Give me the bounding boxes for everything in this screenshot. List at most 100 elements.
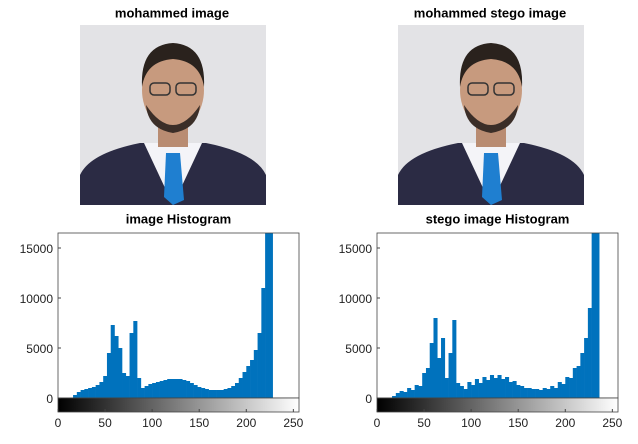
- bar: [152, 383, 157, 398]
- bar: [159, 381, 164, 398]
- bar: [88, 388, 93, 398]
- bar: [265, 233, 270, 398]
- bar: [84, 389, 89, 398]
- bar: [429, 343, 434, 398]
- bar: [501, 379, 506, 398]
- bar: [174, 379, 179, 398]
- bar: [137, 378, 142, 398]
- bar: [452, 320, 457, 398]
- bar: [403, 392, 408, 398]
- bar: [489, 375, 495, 398]
- bar: [505, 377, 510, 398]
- bar: [569, 378, 574, 398]
- plot: [392, 233, 600, 398]
- bar: [422, 373, 427, 398]
- bar: [395, 393, 400, 398]
- bar: [189, 383, 194, 398]
- bar: [73, 395, 78, 398]
- y-tick-label: 0: [46, 392, 53, 406]
- bar: [167, 379, 172, 398]
- bar: [231, 386, 236, 398]
- y-tick-label: 5000: [345, 342, 372, 356]
- bar: [538, 390, 543, 398]
- bar: [580, 353, 585, 398]
- bar: [216, 390, 221, 398]
- bar: [493, 378, 498, 398]
- bar: [576, 366, 581, 398]
- bar: [133, 321, 138, 398]
- bar: [467, 382, 472, 398]
- x-tick-label: 100: [142, 416, 162, 430]
- image-panel: mohammed stego image: [397, 5, 585, 206]
- bar: [418, 386, 423, 398]
- bar: [527, 388, 532, 398]
- chart-title: stego image Histogram: [426, 211, 570, 226]
- bar: [584, 338, 589, 398]
- y-tick-label: 10000: [20, 292, 54, 306]
- x-tick-label: 150: [508, 416, 528, 430]
- bar: [482, 377, 487, 398]
- bar: [95, 385, 100, 398]
- bar: [565, 377, 570, 398]
- bar: [508, 382, 513, 398]
- bar: [399, 391, 404, 398]
- bar: [456, 383, 461, 398]
- bar: [155, 382, 160, 398]
- bar: [557, 382, 562, 398]
- plot: [69, 233, 273, 398]
- x-tick-label: 0: [55, 416, 62, 430]
- bar: [219, 390, 224, 398]
- bar: [163, 380, 168, 398]
- x-tick-label: 50: [98, 416, 112, 430]
- bar: [486, 380, 491, 398]
- x-tick-label: 250: [602, 416, 622, 430]
- bar: [587, 308, 592, 398]
- bar: [148, 384, 153, 398]
- bar: [257, 333, 262, 398]
- x-tick-label: 200: [555, 416, 575, 430]
- bar: [227, 388, 232, 398]
- bar: [246, 366, 251, 398]
- bar: [410, 390, 415, 398]
- bar: [512, 381, 517, 398]
- bar: [204, 389, 209, 398]
- photo: [79, 24, 267, 206]
- bar: [253, 350, 258, 398]
- bar: [110, 325, 115, 398]
- bar: [212, 390, 217, 398]
- bar: [103, 376, 108, 398]
- bar: [535, 389, 540, 398]
- bar: [516, 385, 521, 398]
- x-tick-label: 150: [189, 416, 209, 430]
- bar: [170, 379, 176, 398]
- bar: [144, 386, 149, 398]
- chart-title: image Histogram: [126, 211, 231, 226]
- bar: [114, 336, 119, 398]
- bar: [444, 378, 449, 398]
- bar: [250, 360, 255, 398]
- bar: [193, 385, 198, 398]
- bar: [572, 368, 577, 398]
- gray-bar: [376, 397, 619, 413]
- bar: [425, 368, 431, 398]
- bar: [591, 233, 596, 398]
- bar: [561, 384, 566, 398]
- y-tick-label: 0: [365, 392, 372, 406]
- bar: [106, 353, 112, 398]
- bar: [261, 288, 266, 398]
- bar: [186, 381, 191, 398]
- bar: [448, 353, 453, 398]
- bar: [497, 375, 502, 398]
- bar: [414, 385, 419, 398]
- bar: [80, 390, 85, 398]
- bar: [478, 383, 483, 398]
- x-tick-label: 200: [236, 416, 256, 430]
- x-tick-label: 50: [417, 416, 431, 430]
- bar: [553, 388, 559, 398]
- bar: [441, 338, 446, 398]
- x-tick-label: 100: [461, 416, 481, 430]
- y-tick-label: 5000: [26, 342, 53, 356]
- bar: [437, 358, 442, 398]
- y-tick-label: 10000: [339, 292, 373, 306]
- bar: [91, 387, 96, 398]
